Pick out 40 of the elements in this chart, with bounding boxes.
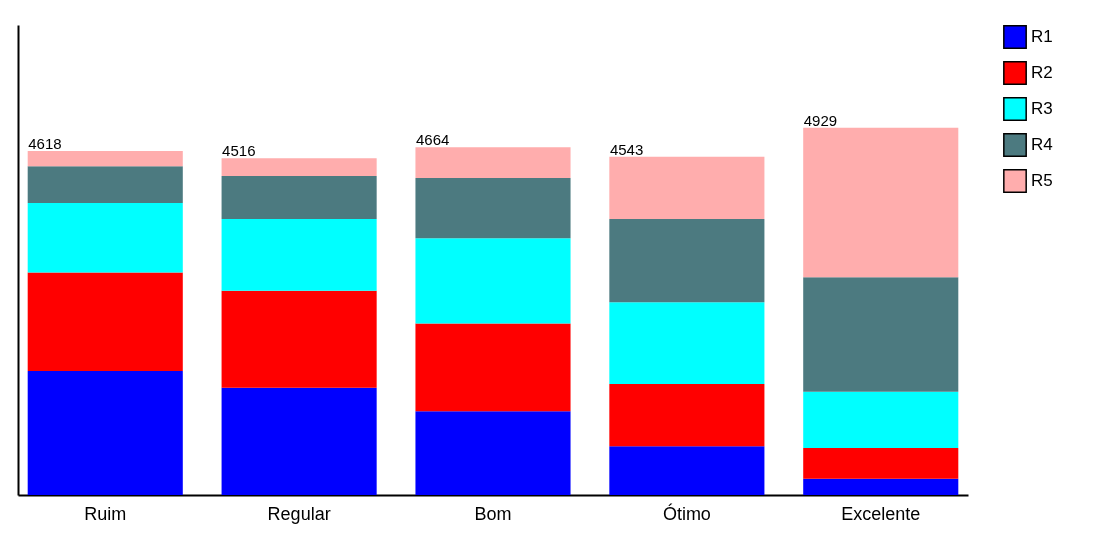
bar — [609, 384, 765, 447]
bar — [609, 156, 765, 219]
annotation: 4516 — [222, 142, 256, 160]
bar — [609, 218, 765, 303]
annotation: 4664 — [416, 131, 450, 149]
legend-label: R3 — [1031, 99, 1053, 118]
bar — [609, 446, 765, 495]
bar — [27, 166, 183, 204]
bar — [221, 218, 377, 291]
bar — [27, 150, 183, 167]
bar — [221, 158, 377, 176]
bar — [415, 238, 571, 324]
bar — [803, 478, 959, 495]
legend-label: R1 — [1031, 27, 1053, 46]
legend-label: R2 — [1031, 63, 1053, 82]
bar — [415, 178, 571, 239]
bar — [221, 290, 377, 388]
bar — [221, 175, 377, 219]
annotation: 4929 — [803, 111, 838, 129]
x-tick-label: Ótimo — [662, 502, 711, 524]
bar — [415, 411, 571, 495]
bar — [609, 302, 765, 385]
legend-label: R5 — [1031, 171, 1053, 190]
x-tick-label: Ruim — [84, 503, 127, 524]
bar — [221, 387, 377, 495]
annotation: 4618 — [28, 134, 62, 152]
x-tick-label: Regular — [267, 503, 331, 524]
bar — [415, 147, 571, 179]
x-tick-label: Excelente — [841, 503, 921, 524]
annotation: 4543 — [609, 140, 644, 158]
bar — [803, 127, 959, 278]
bar — [803, 448, 959, 479]
bar — [27, 203, 183, 273]
bar — [803, 277, 959, 392]
legend-label: R4 — [1031, 135, 1053, 154]
x-tick-label: Bom — [474, 503, 512, 524]
bar — [27, 272, 183, 371]
bar — [27, 370, 183, 495]
bar — [415, 323, 571, 412]
bar — [803, 391, 959, 448]
